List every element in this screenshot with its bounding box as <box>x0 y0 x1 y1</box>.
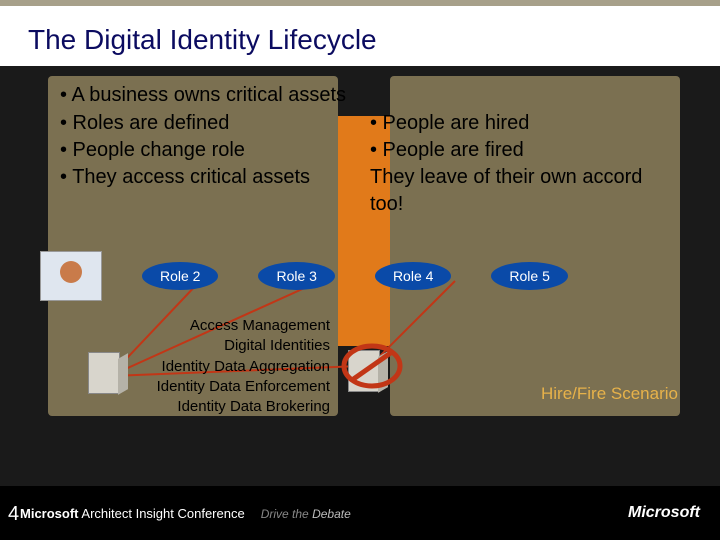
microsoft-logo-text: Microsoft <box>628 504 700 522</box>
bullet-header: • A business owns critical assets <box>60 82 660 109</box>
prohibit-icon <box>340 334 404 398</box>
role-oval-2: Role 2 <box>142 262 218 290</box>
role-oval-4: Role 4 <box>375 262 451 290</box>
bullets-right: • People are hired • People are fired Th… <box>370 110 670 218</box>
scenario-label: Hire/Fire Scenario <box>541 384 678 404</box>
role-oval-5: Role 5 <box>491 262 567 290</box>
access-management-text: Access Management Digital Identities Ide… <box>110 316 330 417</box>
footer-brand-main: Architect Insight Conference <box>79 506 245 521</box>
footer-left: Microsoft Architect Insight Conference D… <box>20 506 351 521</box>
footer-tagline-prefix: Drive the <box>261 507 312 521</box>
footer-brand: Microsoft Architect Insight Conference <box>20 506 245 521</box>
slide-title: The Digital Identity Lifecycle <box>28 24 692 56</box>
footer-tagline-em: Debate <box>312 507 351 521</box>
avatar-icon <box>40 251 102 301</box>
role-oval-3: Role 3 <box>258 262 334 290</box>
footer-bar: Microsoft Architect Insight Conference D… <box>0 486 720 540</box>
microsoft-logo: Microsoft <box>628 504 700 522</box>
slide: The Digital Identity Lifecycle • A busin… <box>0 0 720 540</box>
role-row: Role 2 Role 3 Role 4 Role 5 <box>40 251 700 301</box>
slide-body: • A business owns critical assets • Role… <box>0 66 720 466</box>
title-bar: The Digital Identity Lifecycle <box>0 0 720 66</box>
footer-brand-prefix: Microsoft <box>20 506 79 521</box>
footer-tagline: Drive the Debate <box>261 507 351 521</box>
bullets-left: • Roles are defined • People change role… <box>60 110 340 191</box>
page-number: 4 <box>8 503 19 526</box>
